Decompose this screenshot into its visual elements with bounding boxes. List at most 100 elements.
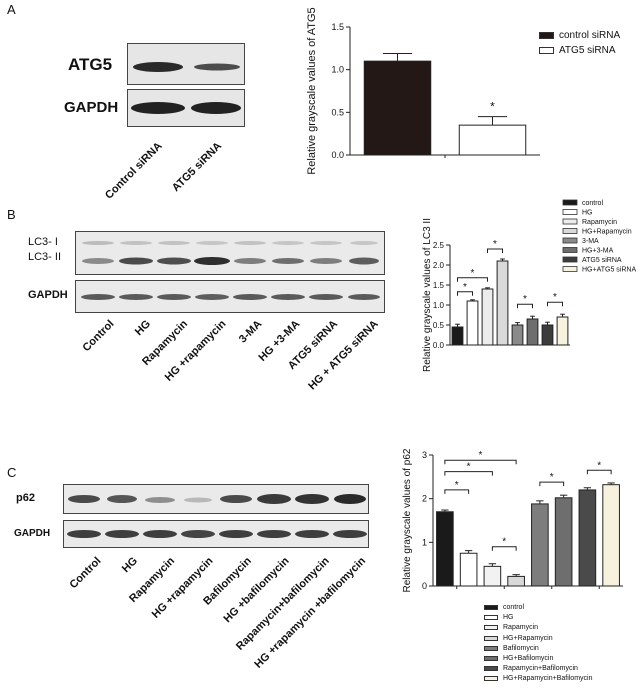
chart-b-bar-3 xyxy=(496,260,509,346)
chart-a-ytick-label-1: 0.5 xyxy=(331,107,344,117)
chart-b-legend-label-2: Rapamycin xyxy=(582,219,617,226)
chart-b-sig-0-label: * xyxy=(463,282,467,293)
chart-c-legend-row-1: HG xyxy=(484,614,514,621)
chart-b-ytick-label-2: 1.0 xyxy=(433,301,445,310)
chart-b-legend-label-4: 3-MA xyxy=(582,238,599,245)
blot-label-gapdh-b: GAPDH xyxy=(28,289,68,301)
chart-c-ytick-label-3: 3 xyxy=(422,450,427,460)
chart-c-legend-swatch-0 xyxy=(484,605,498,610)
chart-c-ytick-label-0: 0 xyxy=(422,581,427,591)
chart-b-legend-swatch-1 xyxy=(562,209,578,215)
chart-a-ytick-label-3: 1.5 xyxy=(331,22,344,32)
atg5-blot xyxy=(127,43,245,85)
chart-c-bar-6 xyxy=(578,489,597,587)
chart-b-ytick-label-0: 0.0 xyxy=(433,341,445,350)
chart-a-ylabel: Relative grayscale values of ATG5 xyxy=(306,7,318,174)
legend-a-control: control siRNA xyxy=(539,30,620,41)
chart-a-bar-0 xyxy=(363,60,432,156)
chart-c-sig-3-bracket xyxy=(491,546,517,551)
legend-swatch-a-0 xyxy=(539,32,554,39)
blot-label-gapdh-a: GAPDH xyxy=(64,99,119,116)
chart-c-sig-1-bracket xyxy=(444,471,493,476)
chart-a-ytick-label-0: 0.0 xyxy=(331,150,344,160)
chart-b-legend-label-7: HG+ATG5 siRNA xyxy=(582,267,636,274)
chart-atg5: 0.0 0.5 1.0 1.5 Relative grayscale values of… xyxy=(306,7,540,175)
chart-b-bar-0 xyxy=(451,326,464,346)
chart-c-sig-3-label: * xyxy=(502,537,506,548)
chart-c-legend-label-7: HG+Rapamycin+Bafilomycin xyxy=(503,675,593,683)
chart-c-bar-3 xyxy=(507,575,525,587)
chart-b-legend-swatch-2 xyxy=(562,218,578,225)
blot-label-lc3-1: LC3- I xyxy=(28,236,58,248)
chart-b-sig-2-label: * xyxy=(493,239,497,250)
chart-c-legend-swatch-1 xyxy=(484,615,498,621)
chart-c-bar-2 xyxy=(483,565,502,587)
chart-c-legend-label-1: HG xyxy=(503,614,514,622)
chart-c-legend-row-3: HG+Rapamycin xyxy=(484,635,553,642)
legend-label-a-1: ATG5 siRNA xyxy=(559,45,616,56)
chart-a-bar-1 xyxy=(458,124,527,156)
chart-b-legend-swatch-5 xyxy=(562,247,578,253)
chart-c-legend-label-4: Bafilomycin xyxy=(503,644,539,652)
chart-c-legend-label-3: HG+Rapamycin xyxy=(503,634,553,642)
chart-c-bar-4 xyxy=(531,503,549,587)
lane-label-a-0: Control siRNA xyxy=(102,140,165,202)
chart-c-legend-label-0: control xyxy=(503,604,525,611)
chart-c-legend-swatch-4 xyxy=(484,645,498,651)
chart-c-legend-row-0: control xyxy=(484,604,524,611)
blot-label-lc3-2: LC3- II xyxy=(28,251,62,263)
chart-b-sig-0-bracket xyxy=(457,291,473,296)
chart-c-legend-swatch-6 xyxy=(484,666,498,672)
lc3-bands xyxy=(82,241,379,265)
gapdh-bands-a xyxy=(131,102,241,114)
chart-b-legend-label-5: HG+3-MA xyxy=(582,248,614,255)
chart-c-legend-row-6: Rapamycin+Bafilomycin xyxy=(484,665,578,672)
lane-label-b-4: 3-MA xyxy=(236,318,265,346)
chart-c-legend-swatch-5 xyxy=(484,656,498,661)
chart-c-legend-label-5: HG+Bafilomycin xyxy=(503,655,554,662)
lc3-blot xyxy=(75,231,385,275)
chart-c-legend-row-7: HG+Rapamycin+Bafilomycin xyxy=(484,675,592,682)
chart-c-ytick-label-1: 1 xyxy=(422,537,427,547)
chart-c-sig-0-label: * xyxy=(479,450,483,461)
chart-c-legend-swatch-7 xyxy=(484,676,498,682)
chart-c-bar-0 xyxy=(436,511,454,587)
chart-b-bar-1 xyxy=(466,300,479,346)
lane-label-b-1: HG xyxy=(132,318,153,339)
chart-b-legend-swatch-4 xyxy=(562,237,578,244)
chart-c-sig-0-bracket xyxy=(444,459,517,465)
chart-c-bar-7 xyxy=(602,484,620,587)
chart-c-sig-2-label: * xyxy=(455,480,459,491)
chart-c-legend-row-2: Rapamycin xyxy=(484,624,538,631)
chart-b-sig-1-label: * xyxy=(471,268,475,279)
gapdh-bands-b xyxy=(81,294,380,300)
chart-b-legend-swatch-0 xyxy=(562,199,578,206)
chart-b-bar-4 xyxy=(511,324,524,346)
chart-b-bar-2 xyxy=(481,288,494,346)
chart-b-ytick-label-1: 0.5 xyxy=(433,321,445,330)
chart-b-sig-4-bracket xyxy=(547,301,563,307)
gapdh-blot-b xyxy=(75,280,385,313)
gapdh-blot-a xyxy=(127,89,245,127)
chart-a-ytick-label-2: 1.0 xyxy=(331,65,344,75)
gapdh-blot-c xyxy=(63,520,369,548)
chart-b-sig-2-bracket xyxy=(487,248,503,253)
legend-label-a-0: control siRNA xyxy=(559,30,621,41)
panel-a-letter: A xyxy=(7,2,16,17)
chart-c-sig-2-bracket xyxy=(444,489,470,494)
chart-b-bar-6 xyxy=(541,324,554,346)
blot-label-atg5: ATG5 xyxy=(68,55,113,74)
chart-c-bar-1 xyxy=(459,552,478,587)
chart-b-legend-label-0: control xyxy=(582,200,603,207)
chart-b-bar-7 xyxy=(556,316,569,346)
legend-swatch-a-1 xyxy=(539,47,554,54)
chart-c-sig-4-label: * xyxy=(550,472,554,483)
gapdh-bands-c xyxy=(67,530,367,538)
lane-label-c-0: Control xyxy=(67,555,104,592)
lane-label-c-5: HG +bafilomycin xyxy=(221,555,292,626)
chart-b-legend-swatch-7 xyxy=(562,266,578,272)
chart-b-sig-4-label: * xyxy=(553,292,557,303)
chart-b-legend-label-1: HG xyxy=(582,210,593,217)
chart-c-bar-5 xyxy=(554,497,573,587)
